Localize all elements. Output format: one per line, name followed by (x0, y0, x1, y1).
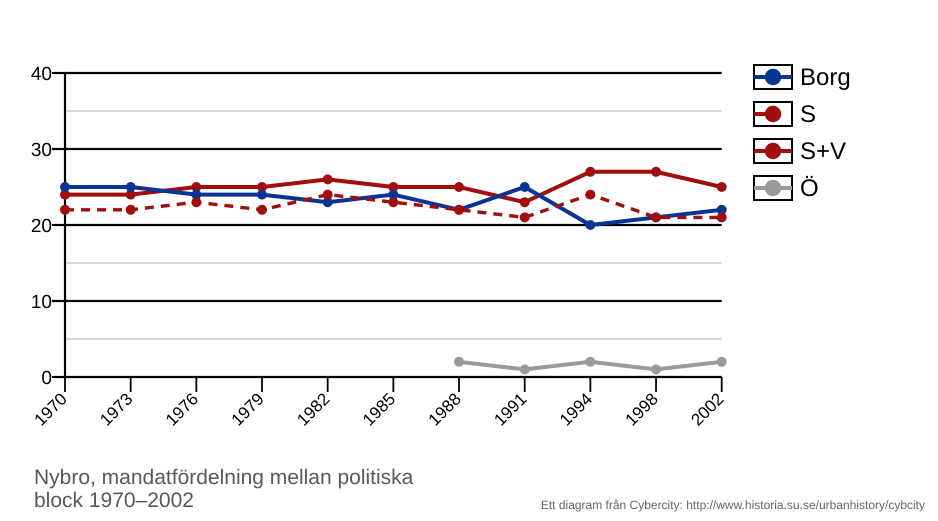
svg-text:block 1970–2002: block 1970–2002 (34, 489, 194, 512)
svg-text:1973: 1973 (96, 389, 136, 429)
svg-text:Ö: Ö (800, 175, 819, 202)
svg-text:Borg: Borg (800, 64, 851, 91)
svg-text:10: 10 (31, 292, 52, 313)
svg-text:0: 0 (41, 368, 52, 389)
svg-text:1970: 1970 (31, 389, 71, 429)
svg-text:2002: 2002 (687, 389, 727, 429)
svg-text:Ett diagram från Cybercity: ht: Ett diagram från Cybercity: http://www.h… (541, 498, 925, 512)
svg-text:S+V: S+V (800, 138, 846, 165)
svg-text:20: 20 (31, 216, 52, 237)
svg-text:1998: 1998 (622, 389, 662, 429)
svg-text:Nybro, mandatfördelning mellan: Nybro, mandatfördelning mellan politiska (34, 466, 414, 489)
svg-text:1982: 1982 (293, 389, 333, 429)
svg-text:1988: 1988 (425, 389, 465, 429)
svg-text:40: 40 (31, 64, 52, 85)
svg-text:1985: 1985 (359, 389, 399, 429)
svg-text:1976: 1976 (162, 389, 202, 429)
svg-text:30: 30 (31, 140, 52, 161)
svg-text:S: S (800, 101, 816, 128)
svg-text:1979: 1979 (228, 389, 268, 429)
svg-text:1994: 1994 (556, 389, 596, 429)
svg-text:1991: 1991 (490, 389, 530, 429)
